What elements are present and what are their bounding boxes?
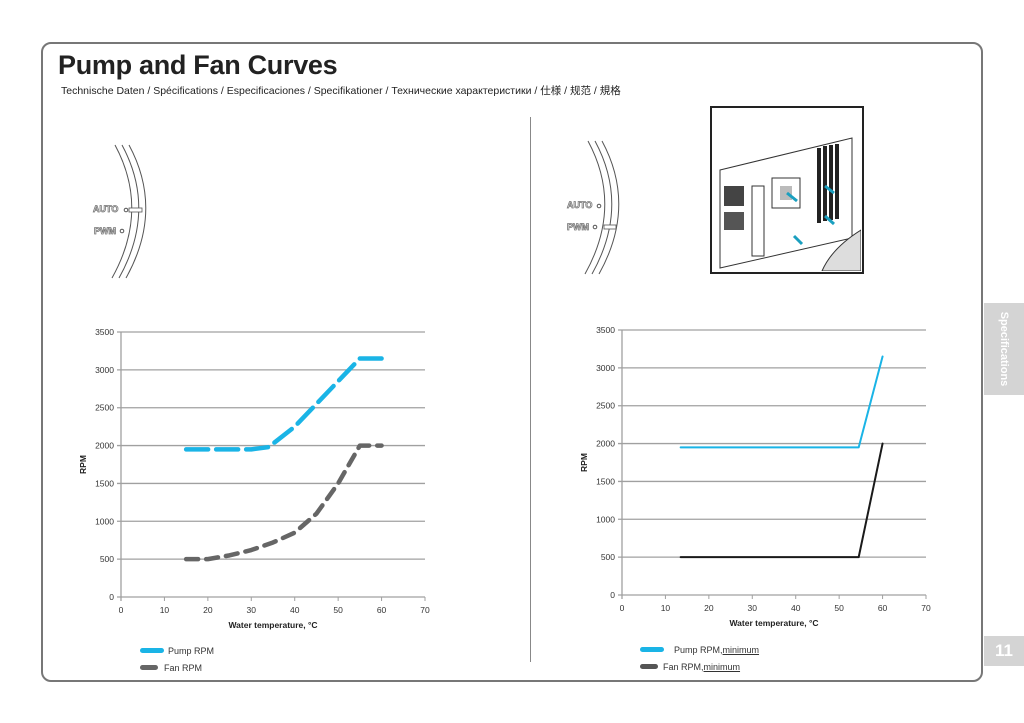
legend-label: Fan RPM	[164, 662, 203, 673]
series-line-fan-rpm-minimum	[679, 442, 884, 559]
legend-item-fan: Fan RPM, minimum	[640, 658, 759, 675]
x-axis-label: Water temperature, °C	[729, 618, 818, 628]
y-tick-label: 3000	[596, 363, 615, 373]
y-tick-label: 1000	[596, 514, 615, 524]
motherboard-icon	[719, 137, 862, 272]
legend-swatch	[140, 665, 158, 670]
y-tick-label: 2500	[596, 401, 615, 411]
chart-pump-fan-curves: 0 500 1000 1500 2000 2500 3000 3500 0 10 20 30 40 50 6…	[78, 327, 430, 630]
x-tick-label: 40	[791, 603, 801, 613]
y-tick-label: 1500	[596, 476, 615, 486]
x-tick-label: 60	[377, 605, 387, 615]
y-tick-label: 3500	[95, 327, 114, 337]
legend-right: Pump RPM, minimum Fan RPM, minimum	[640, 641, 759, 675]
legend-item-pump: Pump RPM	[140, 642, 214, 659]
switch-illustration-left: AUTO PWM	[80, 140, 160, 280]
x-tick-label: 70	[921, 603, 931, 613]
pwm-label: PWM	[567, 222, 590, 233]
y-tick-label: 2500	[95, 403, 114, 413]
y-tick-label: 1000	[95, 516, 114, 526]
column-divider	[530, 117, 531, 662]
y-axis-label: RPM	[579, 453, 589, 472]
section-tab-label: Specifications	[998, 311, 1010, 387]
legend-item-fan: Fan RPM	[140, 659, 214, 676]
y-tick-label: 0	[610, 590, 615, 600]
legend-left: Pump RPM Fan RPM	[140, 642, 214, 676]
x-tick-label: 0	[119, 605, 124, 615]
y-tick-label: 3000	[95, 365, 114, 375]
legend-swatch	[140, 648, 164, 653]
x-tick-label: 50	[333, 605, 343, 615]
x-tick-label: 50	[834, 603, 844, 613]
series-line-pump-rpm-minimum	[679, 355, 884, 449]
x-tick-label: 40	[290, 605, 300, 615]
legend-label-underlined: minimum	[703, 661, 741, 672]
y-tick-label: 1500	[95, 478, 114, 488]
section-tab[interactable]: Specifications	[984, 303, 1024, 395]
legend-label: Pump RPM	[168, 645, 215, 656]
x-tick-label: 10	[160, 605, 170, 615]
x-tick-label: 10	[661, 603, 671, 613]
x-tick-label: 70	[420, 605, 430, 615]
x-axis-label: Water temperature, °C	[228, 620, 317, 630]
legend-label-underlined: minimum	[722, 644, 760, 655]
x-tick-label: 0	[620, 603, 625, 613]
legend-label: Pump RPM,	[674, 644, 723, 655]
switch-arc-icon	[111, 144, 147, 279]
switch-arc-icon	[584, 140, 620, 275]
switch-illustration-right: AUTO PWM	[553, 136, 633, 276]
y-axis-label: RPM	[78, 455, 88, 474]
auto-label: AUTO	[93, 204, 119, 215]
page-subtitle: Technische Daten / Spécifications / Espe…	[61, 85, 621, 97]
x-tick-label: 20	[704, 603, 714, 613]
series-line-pump-rpm	[183, 356, 384, 452]
series-line-fan-rpm	[183, 443, 384, 562]
x-tick-label: 60	[878, 603, 888, 613]
x-tick-label: 30	[247, 605, 257, 615]
x-tick-label: 20	[203, 605, 213, 615]
legend-item-pump: Pump RPM, minimum	[640, 641, 759, 658]
y-tick-label: 2000	[596, 439, 615, 449]
legend-swatch	[640, 647, 664, 652]
y-tick-label: 500	[601, 552, 615, 562]
y-tick-label: 3500	[596, 325, 615, 335]
legend-label: Fan RPM,	[663, 661, 704, 672]
x-tick-label: 30	[748, 603, 758, 613]
y-tick-label: 0	[109, 592, 114, 602]
chart-pump-fan-minimum: 0 500 1000 1500 2000 2500 3000 3500 0 10 20 30 40 50 6…	[579, 325, 931, 628]
motherboard-illustration	[710, 106, 864, 274]
page-frame	[41, 42, 983, 682]
page-title: Pump and Fan Curves	[58, 50, 338, 80]
page-number: 11	[984, 636, 1024, 666]
y-tick-label: 500	[100, 554, 114, 564]
pwm-label: PWM	[94, 226, 117, 237]
auto-label: AUTO	[567, 200, 593, 211]
legend-swatch	[640, 664, 658, 669]
y-tick-label: 2000	[95, 441, 114, 451]
